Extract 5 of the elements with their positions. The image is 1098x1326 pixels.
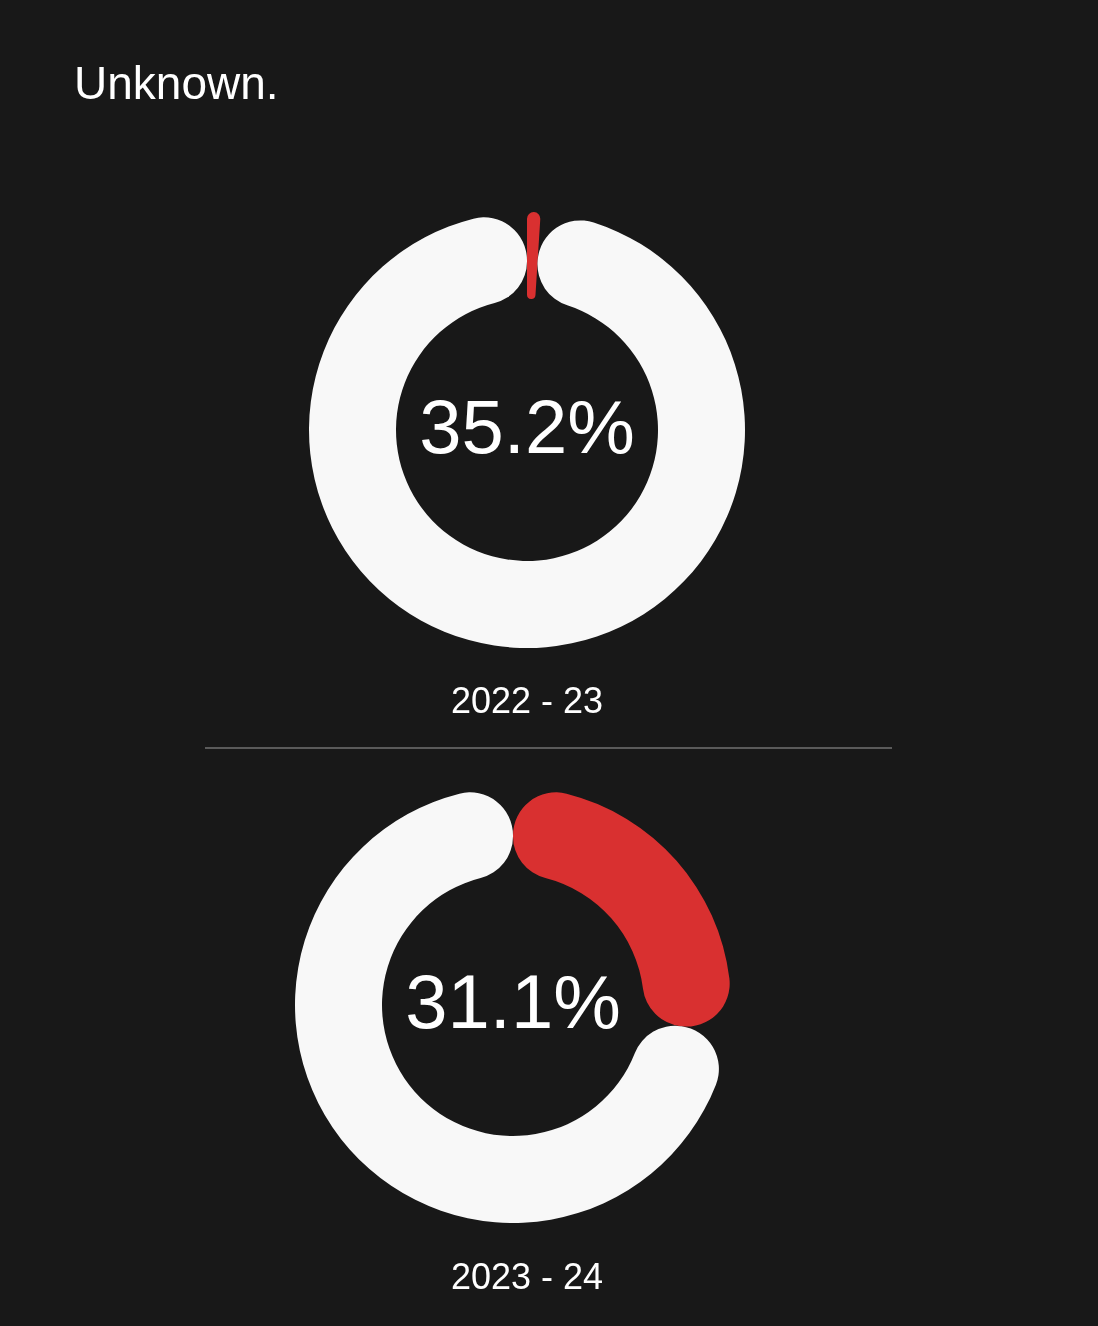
chart-title: Unknown. xyxy=(74,57,279,109)
text: 31.1% xyxy=(405,959,621,1044)
text: 35.2% xyxy=(419,384,635,469)
text: 2023 - 24 xyxy=(450,1256,604,1297)
text: 2022 - 23 xyxy=(450,680,604,721)
